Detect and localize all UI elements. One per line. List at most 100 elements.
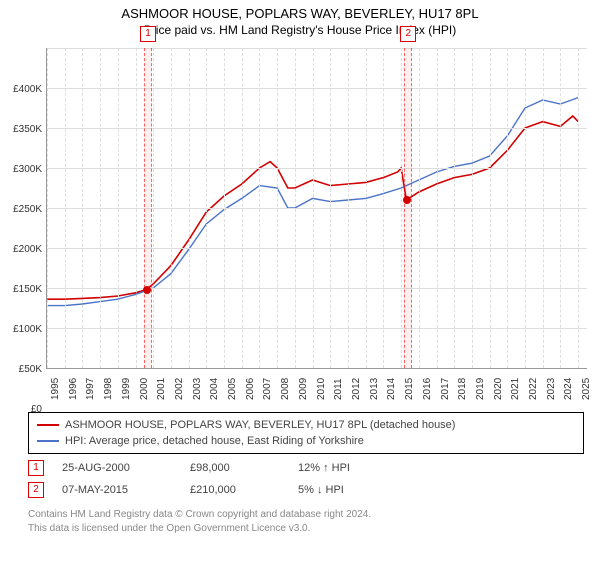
x-axis-label: 2011	[333, 378, 344, 400]
gridline-v	[277, 48, 278, 368]
y-axis-label: £350K	[2, 124, 42, 135]
x-axis-label: 1998	[103, 378, 114, 400]
legend-row-subject: ASHMOOR HOUSE, POPLARS WAY, BEVERLEY, HU…	[37, 417, 575, 433]
gridline-v	[454, 48, 455, 368]
x-axis-label: 2015	[404, 378, 415, 400]
x-axis-label: 2009	[298, 378, 309, 400]
x-axis-label: 2023	[546, 378, 557, 400]
gridline-v	[206, 48, 207, 368]
gridline-v	[47, 48, 48, 368]
gridline-h	[47, 328, 587, 329]
sale-delta: 5% ↓ HPI	[298, 484, 344, 496]
chart-subtitle: Price paid vs. HM Land Registry's House …	[0, 23, 600, 37]
x-axis-label: 1995	[50, 378, 61, 400]
gridline-v	[259, 48, 260, 368]
gridline-v	[313, 48, 314, 368]
x-axis-label: 2020	[493, 378, 504, 400]
y-axis-label: £200K	[2, 244, 42, 255]
x-axis-label: 1996	[68, 378, 79, 400]
gridline-v	[224, 48, 225, 368]
x-axis-label: 2006	[245, 378, 256, 400]
gridline-h	[47, 208, 587, 209]
gridline-v	[525, 48, 526, 368]
x-axis-label: 1999	[121, 378, 132, 400]
gridline-v	[401, 48, 402, 368]
y-axis-label: £400K	[2, 84, 42, 95]
gridline-v	[543, 48, 544, 368]
x-axis-label: 2012	[351, 378, 362, 400]
gridline-v	[171, 48, 172, 368]
gridline-v	[153, 48, 154, 368]
gridline-v	[65, 48, 66, 368]
gridline-v	[82, 48, 83, 368]
event-marker-box: 1	[140, 26, 156, 42]
gridline-v	[100, 48, 101, 368]
x-axis-label: 2010	[316, 378, 327, 400]
gridline-v	[348, 48, 349, 368]
gridline-v	[366, 48, 367, 368]
gridline-h	[47, 248, 587, 249]
x-axis-label: 2004	[209, 378, 220, 400]
y-axis-label: £100K	[2, 324, 42, 335]
gridline-h	[47, 128, 587, 129]
gridline-h	[47, 48, 587, 49]
legend-row-hpi: HPI: Average price, detached house, East…	[37, 433, 575, 449]
legend-label-subject: ASHMOOR HOUSE, POPLARS WAY, BEVERLEY, HU…	[65, 419, 455, 431]
footer-attribution: Contains HM Land Registry data © Crown c…	[28, 508, 584, 535]
x-axis-label: 2005	[227, 378, 238, 400]
x-axis-label: 2021	[510, 378, 521, 400]
gridline-v	[472, 48, 473, 368]
x-axis-label: 2001	[156, 378, 167, 400]
legend-label-hpi: HPI: Average price, detached house, East…	[65, 435, 364, 447]
sale-price: £210,000	[190, 484, 280, 496]
y-axis-label: £150K	[2, 284, 42, 295]
x-axis-label: 2008	[280, 378, 291, 400]
x-axis-label: 2014	[386, 378, 397, 400]
x-axis-label: 2003	[192, 378, 203, 400]
gridline-v	[136, 48, 137, 368]
gridline-v	[330, 48, 331, 368]
sale-index-box: 1	[28, 460, 44, 476]
x-axis-label: 2007	[262, 378, 273, 400]
gridline-v	[578, 48, 579, 368]
x-axis-label: 1997	[85, 378, 96, 400]
gridline-h	[47, 168, 587, 169]
legend-swatch-subject	[37, 424, 59, 426]
gridline-v	[490, 48, 491, 368]
sale-date: 25-AUG-2000	[62, 462, 172, 474]
gridline-h	[47, 288, 587, 289]
gridline-v	[189, 48, 190, 368]
sale-marker	[403, 196, 411, 204]
gridline-v	[560, 48, 561, 368]
event-band	[404, 48, 412, 368]
x-axis-label: 2024	[563, 378, 574, 400]
gridline-h	[47, 88, 587, 89]
x-axis-label: 2016	[422, 378, 433, 400]
x-axis-label: 2025	[581, 378, 592, 400]
sale-delta: 12% ↑ HPI	[298, 462, 350, 474]
gridline-v	[242, 48, 243, 368]
gridline-v	[419, 48, 420, 368]
x-axis-label: 2019	[475, 378, 486, 400]
x-axis-label: 2018	[457, 378, 468, 400]
sale-row: 207-MAY-2015£210,0005% ↓ HPI	[28, 482, 584, 498]
sales-list: 125-AUG-2000£98,00012% ↑ HPI207-MAY-2015…	[28, 460, 584, 498]
legend: ASHMOOR HOUSE, POPLARS WAY, BEVERLEY, HU…	[28, 412, 584, 454]
gridline-v	[118, 48, 119, 368]
event-band	[144, 48, 152, 368]
y-axis-label: £50K	[2, 364, 42, 375]
chart-area: 12 £0£50K£100K£150K£200K£250K£300K£350K£…	[0, 48, 600, 408]
x-axis-label: 2017	[440, 378, 451, 400]
footer-line1: Contains HM Land Registry data © Crown c…	[28, 508, 584, 522]
sale-marker	[143, 286, 151, 294]
chart-title: ASHMOOR HOUSE, POPLARS WAY, BEVERLEY, HU…	[0, 6, 600, 21]
x-axis-label: 2022	[528, 378, 539, 400]
event-marker-box: 2	[400, 26, 416, 42]
y-axis-label: £300K	[2, 164, 42, 175]
below-chart: ASHMOOR HOUSE, POPLARS WAY, BEVERLEY, HU…	[28, 412, 584, 535]
sale-index-box: 2	[28, 482, 44, 498]
legend-swatch-hpi	[37, 440, 59, 442]
gridline-v	[295, 48, 296, 368]
sale-price: £98,000	[190, 462, 280, 474]
y-axis-label: £250K	[2, 204, 42, 215]
